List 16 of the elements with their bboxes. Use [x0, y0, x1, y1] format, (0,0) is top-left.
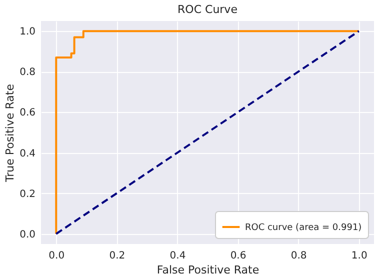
x-tick-label: 1.0	[351, 250, 368, 262]
legend-label: ROC curve (area = 0.991)	[245, 223, 362, 233]
y-tick-label: 0.6	[20, 108, 36, 119]
x-tick-label: 0.4	[170, 250, 186, 262]
y-tick-label: 1.0	[20, 26, 36, 38]
y-tick-label: 0.2	[20, 188, 36, 200]
x-tick-label: 0.2	[109, 250, 126, 262]
chart-title: ROC Curve	[178, 3, 238, 16]
y-tick-label: 0.4	[20, 148, 36, 160]
y-axis-title: True Positive Rate	[4, 84, 17, 183]
x-tick-label: 0.8	[290, 250, 307, 262]
y-tick-label: 0.8	[20, 67, 36, 78]
y-tick-label: 0.0	[20, 229, 36, 240]
x-tick-label: 0.0	[48, 250, 65, 262]
x-tick-label: 0.6	[230, 250, 246, 262]
x-axis-title: False Positive Rate	[156, 264, 260, 276]
